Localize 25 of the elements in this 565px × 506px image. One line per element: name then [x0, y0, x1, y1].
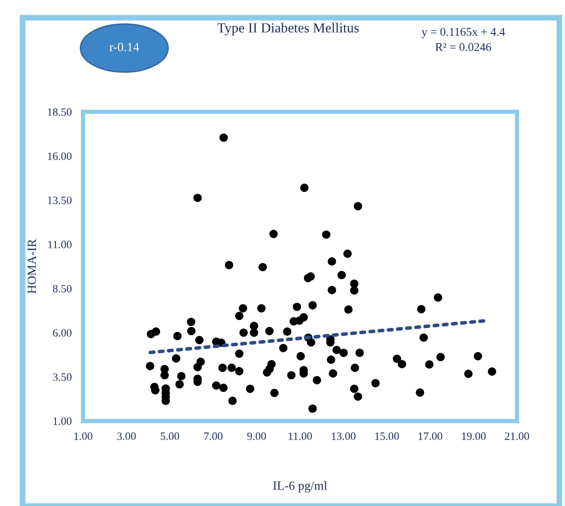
y-tick-label: 3.50 [53, 373, 72, 381]
y-tick-label: 6.00 [52, 329, 72, 337]
x-tick-label: 15.00 [375, 432, 399, 440]
x-tick-label: 19.00 [462, 432, 486, 440]
y-tick-label: 11.00 [48, 240, 72, 248]
y-tick-label: 13.50 [48, 196, 72, 204]
y-axis-title: HOMA-IR [28, 239, 36, 294]
x-tick-label: 11.00 [288, 432, 312, 440]
chart-title: Type II Diabetes Mellitus [217, 22, 359, 36]
y-tick-label: 1.00 [53, 417, 72, 426]
x-tick-label: 3.00 [117, 432, 136, 440]
x-tick-label: 13.00 [332, 432, 356, 440]
y-tick-label: 16.00 [48, 152, 72, 160]
text: r-0.14 [110, 42, 140, 52]
x-tick-label: 21.00 [504, 432, 530, 440]
x-tick-label: 7.00 [204, 432, 223, 440]
y-tick-label: 18.50 [48, 108, 72, 116]
text: y = 0.1165x + 4.4 [422, 28, 505, 38]
x-tick-label: 17.00 [418, 432, 442, 440]
x-axis-title: IL-6 pg/ml [273, 481, 328, 492]
x-tick-label: 1.00 [74, 432, 92, 440]
x-tick-label: 5.00 [160, 432, 180, 440]
text: R² = 0.0246 [435, 43, 492, 52]
x-tick-label: 9.00 [247, 432, 266, 440]
y-tick-label: 8.50 [52, 284, 72, 293]
